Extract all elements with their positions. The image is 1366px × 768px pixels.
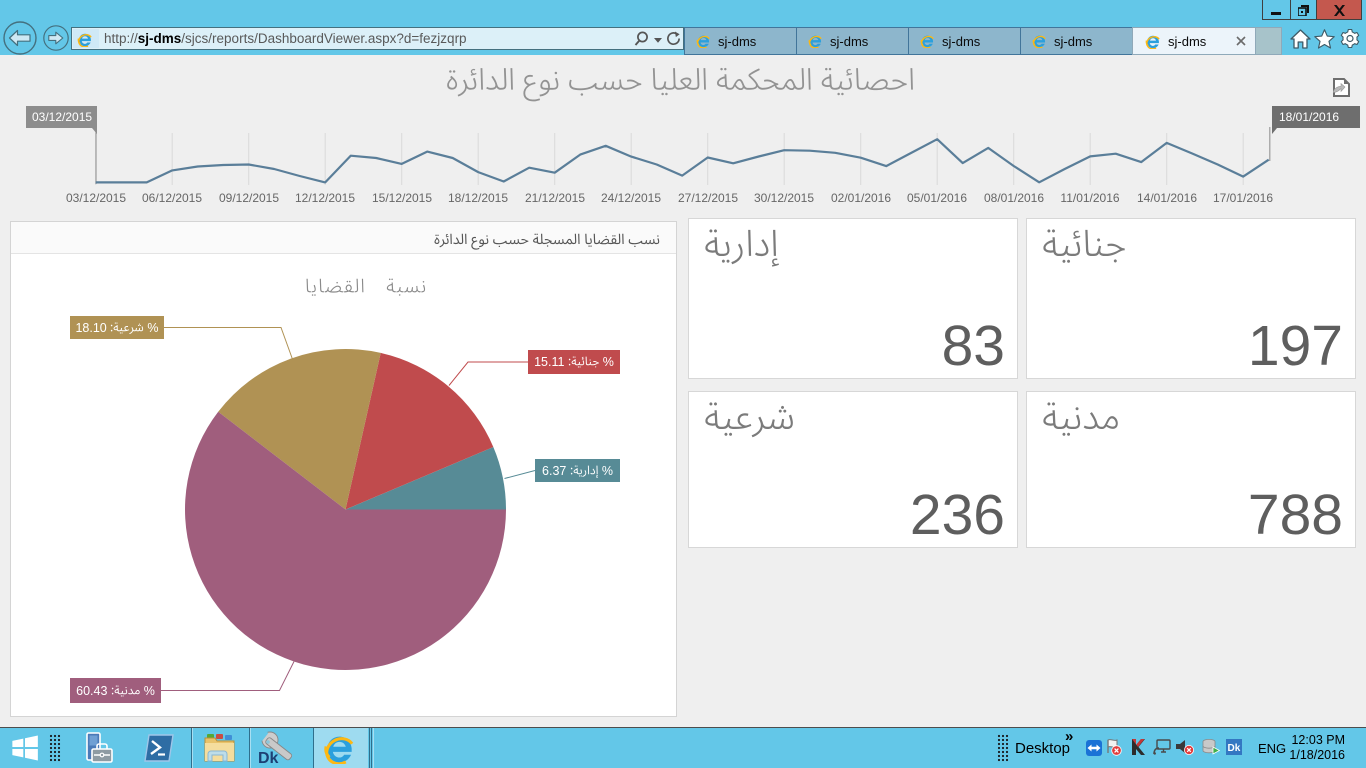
- svg-text:Dk: Dk: [1228, 743, 1241, 754]
- svg-text:Dk: Dk: [258, 750, 279, 766]
